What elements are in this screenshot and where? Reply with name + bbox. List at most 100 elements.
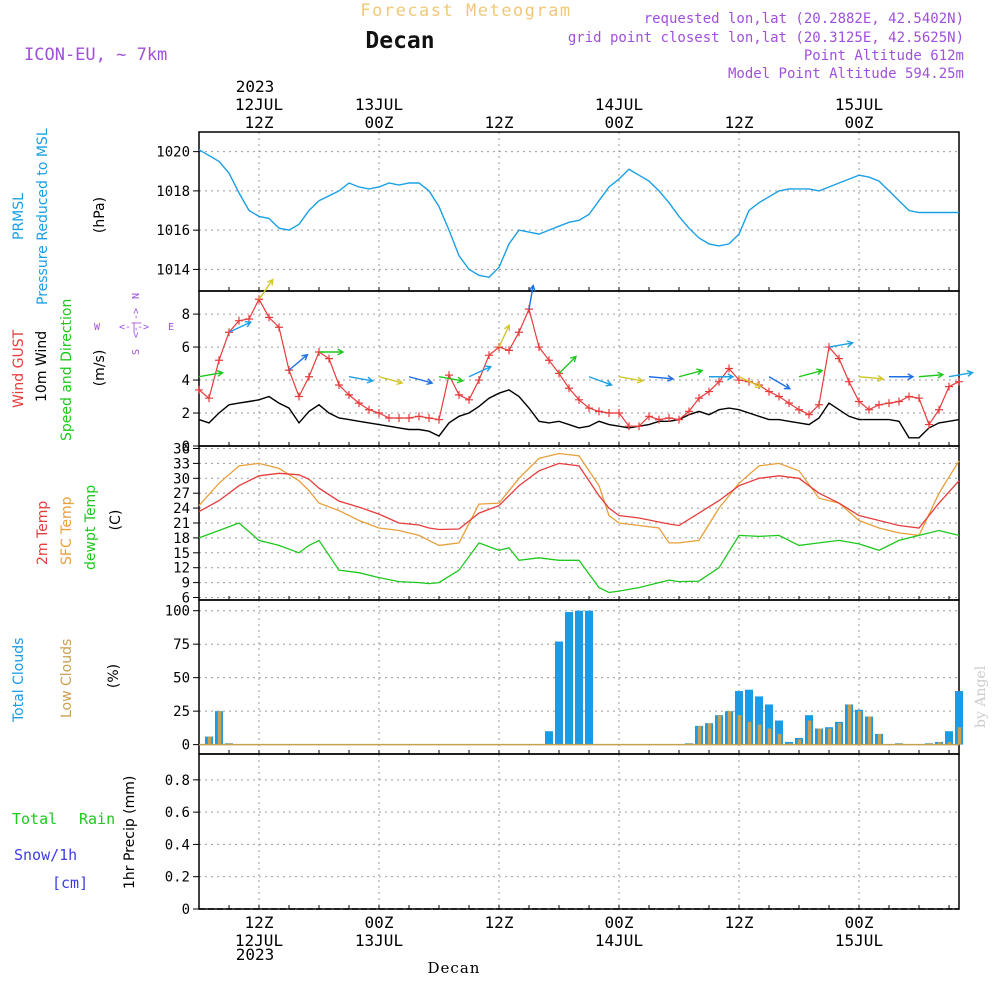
top-hour-label: 00Z [365,113,394,132]
requested-coords: requested lon,lat (20.2882E, 42.5402N) [644,11,964,27]
y-tick-label: 8 [182,307,190,323]
bottom-hour-label: 12Z [725,913,754,932]
y-tick-label: 2 [182,406,190,422]
y-tick-label: 21 [173,516,190,532]
gust-marker [665,413,673,422]
gust-marker [565,384,573,393]
gust-marker [495,343,503,352]
total-cloud-bar [555,641,563,745]
gust-marker [325,354,333,363]
y-tick-label: 4 [182,373,190,389]
y-tick-label: 9 [182,576,190,592]
cm-unit-label: [cm] [52,874,88,892]
y-tick-label: 27 [173,486,190,502]
wind-direction-arrow [319,348,345,356]
gust-marker [905,392,913,401]
compass-vertical-axis: <-|-> [131,308,142,338]
panel-1: 1014 1016 1018 1020 [156,131,960,292]
wind-direction-arrow [348,376,375,384]
bottom-date-label: 14JUL [595,931,643,950]
gust-marker [475,376,483,385]
total-cloud-bar [755,696,763,745]
top-hour-label: 12Z [485,113,514,132]
gust-marker [925,420,933,429]
wind-direction-arrow [258,278,274,300]
total-cloud-bar [745,689,753,745]
gust-marker [605,409,613,418]
total-cloud-bar [585,610,593,745]
gust-marker [425,413,433,422]
y-tick-label: 6 [182,591,190,607]
panel-2: 0 2 4 6 8 [182,278,975,455]
y-tick-label: 15 [173,546,190,562]
t2m-line [198,462,960,531]
y-tick-label: 18 [173,531,190,547]
wind-direction-arrow [588,376,613,387]
celsius-unit-label: (C) [108,510,124,531]
y-tick-label: 36 [173,441,190,457]
percent-unit-label: (%) [106,664,122,688]
gust-marker [305,372,313,381]
gust-marker [695,394,703,403]
gust-marker [265,313,273,322]
low-cloud-bar [717,715,722,745]
dewpoint-line [198,522,960,594]
gust-marker [285,366,293,375]
total-cloud-bar [575,610,583,745]
wind-direction-arrow [618,376,645,384]
bottom-date-label: 15JUL [835,931,883,950]
wind-gust-label: Wind GUST [11,329,27,408]
wind-direction-arrow [828,340,855,348]
total-cloud-bar [545,731,553,745]
total-clouds-label: Total Clouds [11,638,27,723]
bottom-hour-label: 00Z [365,913,394,932]
speed-direction-label: Speed and Direction [59,299,75,441]
low-cloud-bar [767,728,772,745]
gust-marker [545,356,553,365]
y-tick-label: 0.6 [165,805,190,821]
panel-frame [198,753,960,910]
hpa-unit-label: (hPa) [92,197,108,233]
low-cloud-bar [867,716,872,745]
gust-marker [895,397,903,406]
compass-east: E [168,322,174,333]
gust-marker [395,413,403,422]
y-tick-label: 30 [173,471,190,487]
gust-marker [705,387,713,396]
sfc-temp-line [198,452,960,547]
y-tick-label: 1014 [156,262,190,278]
gust-marker [485,351,493,360]
bottom-hour-label: 00Z [605,913,634,932]
low-cloud-bar [707,723,712,745]
point-altitude: Point Altitude 612m [804,48,964,64]
gust-marker [685,407,693,416]
y-tick-label: 50 [173,671,190,687]
watermark: by Angel [973,665,989,728]
gust-marker [205,394,213,403]
low-cloud-bar [757,724,762,745]
gust-marker [675,415,683,424]
gust-marker [875,400,883,409]
y-tick-label: 0.8 [165,773,190,789]
low-cloud-bar [937,741,942,745]
compass-horizontal-axis: <-|-> [119,322,149,333]
y-tick-label: 1018 [156,184,190,200]
bottom-year-label: 2023 [236,945,275,964]
low-cloud-bar [847,704,852,745]
gust-marker [405,413,413,422]
compass-west: W [94,322,101,333]
gust-marker [445,371,453,380]
total-cloud-bar [765,704,773,745]
t2m-label: 2m Temp [35,501,51,565]
gust-marker [615,409,623,418]
total-cloud-bar [955,691,963,745]
gust-marker [215,356,223,365]
gust-marker [715,377,723,386]
wind-direction-arrow [678,368,704,378]
wind-direction-arrow [948,369,975,378]
total-cloud-bar [565,612,573,745]
gust-marker [795,405,803,414]
sfc-temp-label: SFC Temp [59,496,75,565]
model-label: ICON-EU, ~ 7km [24,45,167,65]
